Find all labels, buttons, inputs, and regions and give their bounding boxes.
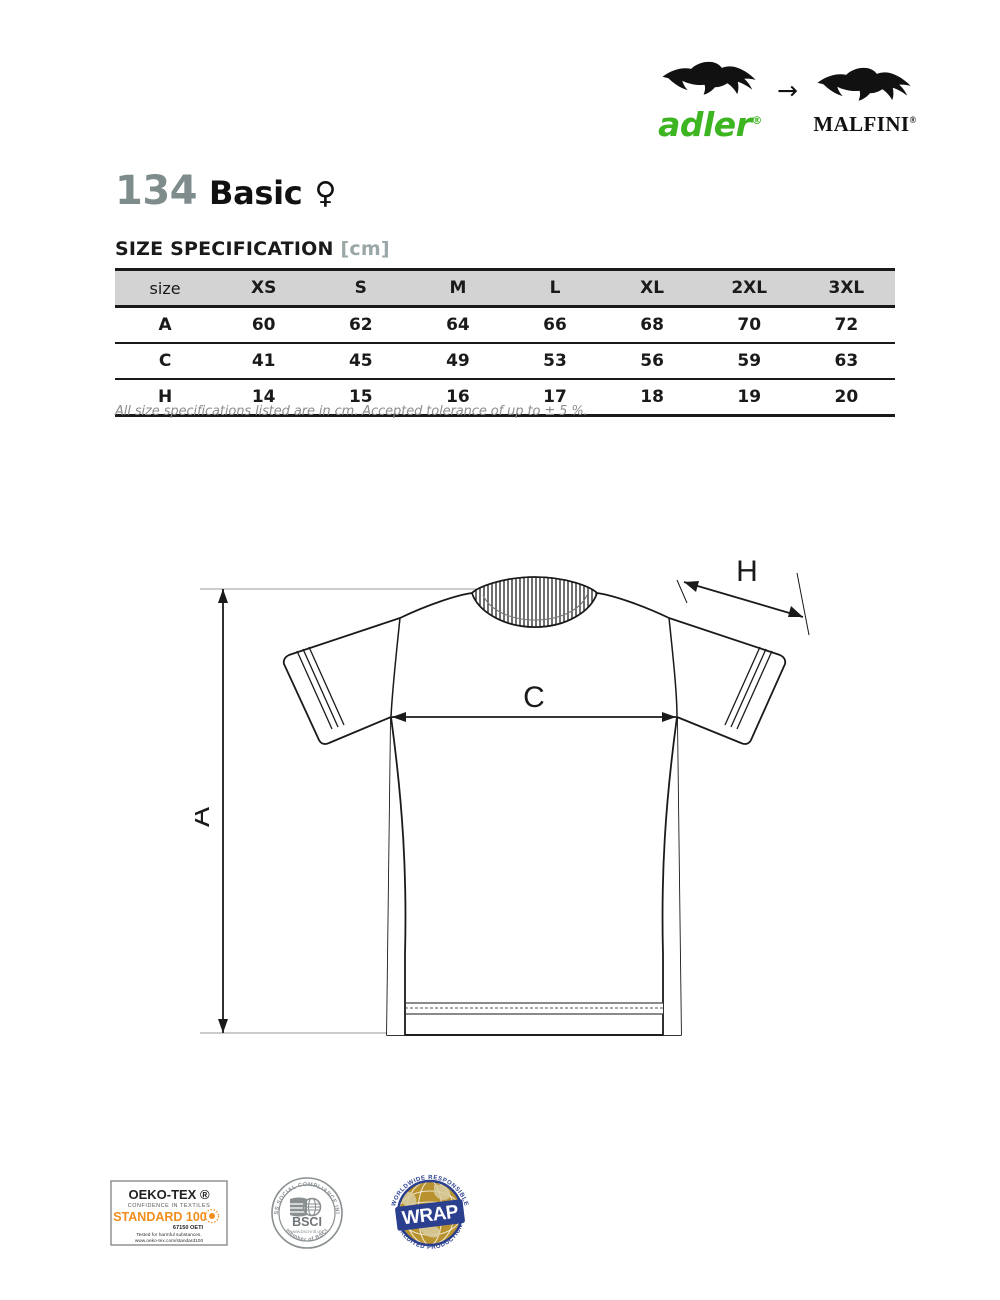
oeko-tex-line2: www.oeko-tex.com/standard100: [135, 1238, 204, 1244]
measurement-h: H: [676, 555, 810, 636]
oeko-tex-standard: STANDARD 100: [113, 1210, 207, 1224]
cell-h-l: 17: [506, 379, 604, 417]
cell-c-3xl: 63: [797, 343, 895, 380]
brand-transition-header: adler® → MALFINI®: [655, 48, 920, 148]
table-header-row: size XS S M L XL 2XL 3XL: [115, 268, 895, 308]
cell-c-s: 45: [312, 343, 410, 380]
oeko-tex-number: 67150 OETI: [173, 1225, 204, 1231]
cell-c-m: 49: [409, 343, 507, 380]
tshirt-outline: [282, 592, 787, 1036]
garment-technical-drawing: A C H: [195, 555, 835, 1065]
tolerance-note: All size specifications listed are in cm…: [115, 404, 588, 419]
column-header-2xl: 2XL: [700, 268, 798, 308]
measurement-a-label: A: [195, 807, 216, 827]
row-label-a: A: [115, 306, 216, 344]
female-symbol-icon: ♀: [314, 176, 337, 211]
oeko-tex-sun-icon: [204, 1208, 220, 1224]
cell-a-m: 64: [409, 306, 507, 344]
adler-wordmark: adler®: [658, 105, 762, 144]
oeko-tex-title: OEKO-TEX ®: [128, 1187, 210, 1202]
eagle-icon: [817, 67, 911, 101]
measurement-c: C: [392, 681, 676, 722]
cell-a-l: 66: [506, 306, 604, 344]
measurement-h-label: H: [736, 555, 758, 588]
cell-a-xs: 60: [215, 306, 313, 344]
side-seams: [390, 716, 678, 1036]
ribbed-collar: [471, 576, 598, 628]
table-header: size XS S M L XL 2XL 3XL: [115, 268, 895, 308]
page-title: 134 Basic ♀: [115, 168, 336, 214]
cell-h-xs: 14: [215, 379, 313, 417]
table-body: A 60 62 64 66 68 70 72 C 41 45 49 53 56 …: [115, 306, 895, 417]
cell-c-2xl: 59: [700, 343, 798, 380]
oeko-tex-subtitle: CONFIDENCE IN TEXTILES: [128, 1203, 211, 1209]
table-row: A 60 62 64 66 68 70 72: [115, 306, 895, 344]
eagle-icon: [662, 61, 756, 95]
wrap-banner: WRAP: [395, 1199, 465, 1231]
section-heading-text: SIZE SPECIFICATION: [115, 238, 334, 260]
cell-c-xs: 41: [215, 343, 313, 380]
bsci-badge: BUSINESS SOCIAL COMPLIANCE INITIATIVE me…: [268, 1174, 346, 1252]
cell-h-3xl: 20: [797, 379, 895, 417]
table-row: H 14 15 16 17 18 19 20: [115, 379, 895, 417]
seam-lines: [390, 617, 678, 718]
oeko-tex-badge: OEKO-TEX ® CONFIDENCE IN TEXTILES STANDA…: [110, 1180, 228, 1246]
measurement-a: A: [195, 589, 228, 1033]
product-code: 134: [115, 168, 198, 214]
transition-arrow-icon: →: [777, 75, 798, 105]
bsci-url: www.bsci-intl.org: [291, 1229, 324, 1234]
wrap-badge: WRAP WORLDWIDE RESPONSIBLE ACCREDITED PR…: [386, 1171, 474, 1255]
cell-h-2xl: 19: [700, 379, 798, 417]
cell-a-2xl: 70: [700, 306, 798, 344]
bsci-name: BSCI: [292, 1215, 322, 1229]
size-specification-table: size XS S M L XL 2XL 3XL A 60 62 64 66 6…: [115, 268, 895, 417]
section-unit-label: [cm]: [340, 238, 390, 260]
oeko-tex-line1: Tested for harmful substances.: [136, 1232, 201, 1238]
row-label-h: H: [115, 379, 216, 417]
cell-a-xl: 68: [603, 306, 701, 344]
cell-c-xl: 56: [603, 343, 701, 380]
cell-h-s: 15: [312, 379, 410, 417]
cell-a-s: 62: [312, 306, 410, 344]
bsci-hand-globe-icon: [290, 1197, 322, 1217]
column-header-m: M: [409, 268, 507, 308]
measurement-c-label: C: [523, 681, 545, 714]
malfini-wordmark: MALFINI®: [813, 112, 917, 136]
size-specification-heading: SIZE SPECIFICATION [cm]: [115, 238, 390, 260]
left-sleeve-cuff: [296, 646, 345, 730]
adler-logo: adler®: [655, 55, 765, 141]
cell-h-m: 16: [409, 379, 507, 417]
column-header-l: L: [506, 268, 604, 308]
column-header-s: S: [312, 268, 410, 308]
table-row: C 41 45 49 53 56 59 63: [115, 343, 895, 380]
right-sleeve-cuff: [724, 646, 773, 730]
column-header-3xl: 3XL: [797, 268, 895, 308]
column-header-xl: XL: [603, 268, 701, 308]
column-header-xs: XS: [215, 268, 313, 308]
product-name: Basic: [209, 174, 303, 212]
cell-a-3xl: 72: [797, 306, 895, 344]
cell-c-l: 53: [506, 343, 604, 380]
cell-h-xl: 18: [603, 379, 701, 417]
table-corner-label: size: [115, 268, 216, 308]
row-label-c: C: [115, 343, 216, 380]
bottom-hem: [406, 1002, 663, 1015]
certification-badges: OEKO-TEX ® CONFIDENCE IN TEXTILES STANDA…: [110, 1172, 480, 1254]
malfini-logo: MALFINI®: [810, 61, 920, 135]
